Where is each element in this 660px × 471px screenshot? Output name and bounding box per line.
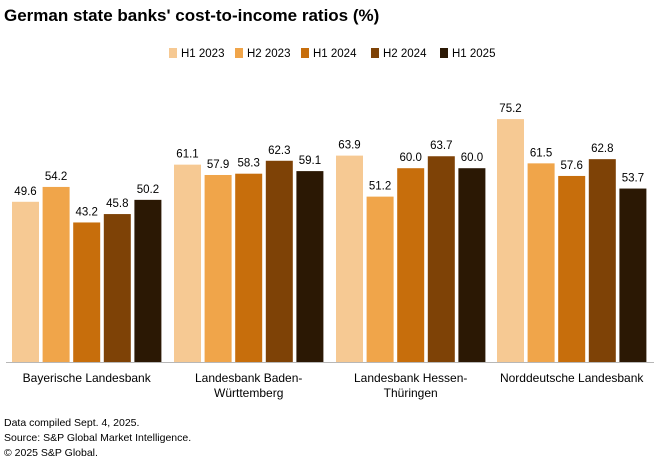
data-label: 53.7 — [622, 173, 644, 185]
legend-swatch-h1-2023 — [169, 48, 177, 58]
data-label: 60.0 — [461, 152, 483, 164]
category-label: Landesbank Baden- — [195, 371, 302, 385]
bar-h1-2025-group-1 — [134, 199, 162, 362]
data-label: 57.9 — [207, 159, 229, 171]
bar-h1-2025-group-2 — [296, 171, 324, 362]
category-label: Württemberg — [214, 386, 283, 400]
data-label: 75.2 — [499, 103, 521, 115]
data-label: 63.7 — [430, 140, 452, 152]
bar-h1-2024-group-1 — [73, 222, 101, 362]
bar-h1-2023-group-2 — [174, 164, 201, 362]
data-label: 59.1 — [299, 155, 321, 167]
legend-label-h2-2024: H2 2024 — [383, 48, 427, 60]
bar-h1-2024-group-2 — [235, 173, 263, 362]
data-label: 62.8 — [591, 143, 613, 155]
bar-h1-2024-group-4 — [558, 175, 586, 362]
category-label: Thüringen — [384, 386, 438, 400]
data-label: 43.2 — [76, 206, 98, 218]
bar-h2-2023-group-2 — [204, 174, 232, 362]
data-label: 62.3 — [268, 145, 290, 157]
bar-h1-2024-group-3 — [397, 168, 425, 362]
data-label: 54.2 — [45, 171, 67, 183]
footer-source: Source: S&P Global Market Intelligence. — [4, 432, 192, 444]
data-label: 49.6 — [14, 186, 36, 198]
legend-label-h1-2024: H1 2024 — [313, 48, 357, 60]
bar-h2-2024-group-4 — [588, 159, 616, 362]
bar-h1-2025-group-3 — [458, 168, 486, 362]
footer-data-compiled: Data compiled Sept. 4, 2025. — [4, 417, 140, 429]
data-label: 50.2 — [137, 184, 159, 196]
bar-chart: H1 2023 H2 2023 H1 2024 H2 2024 H1 2025 49.6 5… — [6, 48, 654, 400]
category-label: Norddeutsche Landesbank — [500, 371, 644, 385]
data-label: 45.8 — [106, 198, 128, 210]
data-label: 57.6 — [561, 160, 583, 172]
legend-swatch-h2-2024 — [371, 48, 379, 58]
data-label: 60.0 — [400, 152, 422, 164]
bar-h2-2023-group-4 — [527, 163, 555, 362]
bar-h1-2025-group-4 — [619, 188, 647, 362]
legend-label-h1-2025: H1 2025 — [452, 48, 495, 60]
bar-h2-2024-group-3 — [427, 156, 455, 362]
data-label: 51.2 — [369, 181, 391, 193]
footer-copyright: © 2025 S&P Global. — [4, 447, 98, 459]
chart-footer: Data compiled Sept. 4, 2025. Source: S&P… — [4, 416, 191, 461]
data-label: 61.1 — [176, 149, 198, 161]
bar-h2-2024-group-2 — [265, 160, 293, 362]
bar-h2-2023-group-1 — [42, 186, 70, 362]
legend-swatch-h1-2024 — [301, 48, 309, 58]
chart-title: German state banks' cost-to-income ratio… — [4, 6, 380, 25]
legend-swatch-h2-2023 — [235, 48, 243, 58]
legend-label-h2-2023: H2 2023 — [247, 48, 290, 60]
legend-swatch-h1-2025 — [440, 48, 448, 58]
legend-label-h1-2023: H1 2023 — [181, 48, 224, 60]
bar-h2-2023-group-3 — [366, 196, 394, 362]
category-label: Bayerische Landesbank — [23, 371, 152, 385]
bar-h1-2023-group-4 — [497, 119, 524, 362]
bar-h1-2023-group-3 — [336, 155, 363, 362]
category-label: Landesbank Hessen- — [354, 371, 467, 385]
data-label: 63.9 — [338, 140, 360, 152]
bar-h1-2023-group-1 — [12, 201, 39, 362]
data-label: 58.3 — [238, 158, 260, 170]
bar-h2-2024-group-1 — [103, 214, 131, 362]
data-label: 61.5 — [530, 147, 552, 159]
